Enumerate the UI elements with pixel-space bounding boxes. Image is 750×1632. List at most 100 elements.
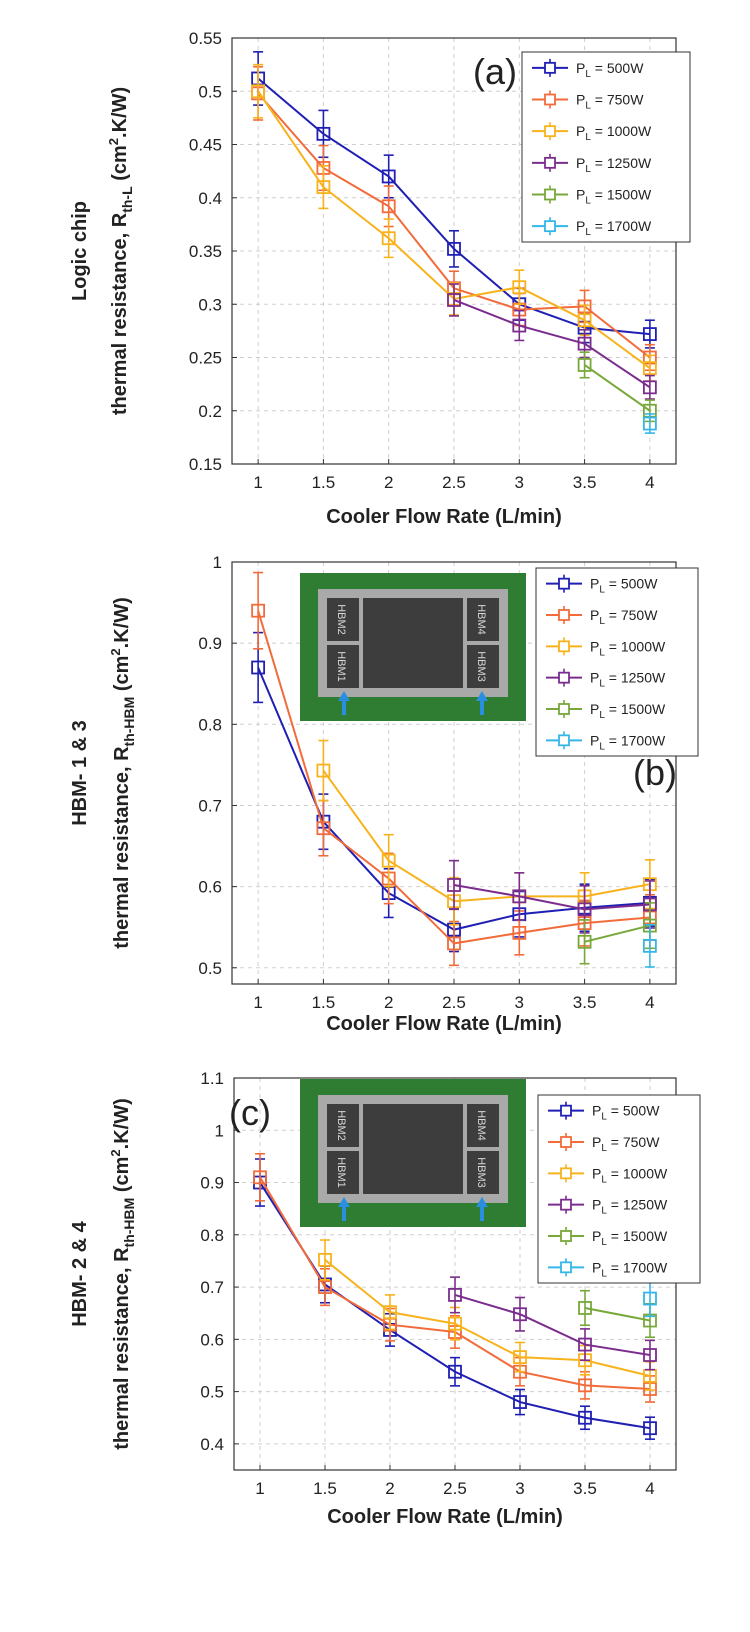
x-tick-label: 3.5	[573, 1479, 597, 1498]
text-fragment: th-HBM	[121, 1198, 137, 1248]
y-tick-label: 0.9	[198, 634, 222, 653]
text-fragment: L	[599, 616, 605, 627]
chip-inset-diagram: HBM2 HBM1 HBM4 HBM3	[300, 573, 526, 721]
text-fragment: L	[599, 647, 605, 658]
data-point-marker	[512, 280, 527, 295]
data-point-marker	[381, 199, 396, 214]
text-fragment: = 1000W	[607, 1165, 668, 1181]
text-fragment: P	[590, 701, 599, 717]
legend-box	[537, 1094, 701, 1284]
legend-label: PL = 500W	[576, 60, 644, 80]
hbm-die	[467, 645, 499, 688]
legend-entry: PL = 1000W	[546, 637, 666, 658]
text-fragment: L	[599, 585, 605, 596]
x-tick-label: 4	[645, 473, 654, 492]
x-tick-label: 2.5	[442, 473, 466, 492]
text-fragment: P	[592, 1197, 601, 1213]
data-point-marker	[513, 1395, 527, 1409]
text-fragment: P	[576, 60, 585, 76]
legend-entry: PL = 1250W	[546, 668, 666, 690]
text-fragment: L	[585, 132, 591, 143]
text-fragment: P	[592, 1103, 601, 1119]
x-tick-label: 1	[253, 473, 262, 492]
series-line	[584, 1306, 651, 1322]
legend-entry: PL = 1500W	[532, 185, 652, 207]
data-point-marker	[642, 380, 657, 395]
hbm-label: HBM3	[475, 1157, 487, 1188]
data-point-marker	[577, 313, 592, 328]
text-fragment: P	[590, 607, 599, 623]
chart-panel-2: 1 1.5 2 2.5 3 3.5 4 0.4 0.5 0.6 0.7 0.8 0.9 1 1.1 Coole…	[69, 1069, 701, 1528]
legend-entry: PL = 1700W	[532, 217, 652, 238]
y-tick-label: 0.5	[198, 959, 222, 978]
series-3	[448, 1276, 657, 1371]
y-tick-label: 1	[213, 553, 222, 572]
legend-marker	[560, 1261, 572, 1274]
series-5	[642, 923, 657, 968]
series-line	[324, 1259, 651, 1377]
data-point-marker	[381, 231, 396, 246]
legend-entry: PL = 500W	[548, 1101, 660, 1123]
x-tick-label: 3	[515, 473, 524, 492]
text-fragment: thermal resistance, R	[111, 746, 133, 949]
text-fragment: L	[601, 1174, 607, 1185]
y-tick-label: 0.6	[200, 1330, 224, 1349]
text-fragment: = 1700W	[605, 732, 666, 748]
data-point-marker	[512, 889, 527, 904]
legend-label: PL = 750W	[576, 92, 644, 112]
text-fragment: L	[585, 164, 591, 175]
legend-entry: PL = 1500W	[546, 700, 666, 721]
x-tick-label: 4	[645, 993, 654, 1012]
text-fragment: = 1000W	[605, 638, 666, 654]
hbm-die	[467, 598, 499, 641]
y-tick-label: 0.45	[189, 136, 222, 155]
y-axis-label-line2: thermal resistance, Rth-HBM (cm2.K/W)	[108, 597, 137, 949]
panel-label: (a)	[473, 51, 517, 92]
legend-entry: PL = 1000W	[532, 122, 652, 143]
y-tick-label: 0.25	[189, 349, 222, 368]
x-tick-label: 1	[255, 1479, 264, 1498]
x-tick-label: 2.5	[442, 993, 466, 1012]
hbm-label: HBM2	[335, 1110, 347, 1141]
data-point-marker	[642, 327, 657, 341]
data-point-marker	[643, 1291, 657, 1306]
y-tick-label: 0.5	[200, 1383, 224, 1402]
text-fragment: (cm	[111, 656, 133, 697]
coolant-arrow-icon	[476, 691, 488, 701]
text-fragment: L	[601, 1237, 607, 1248]
text-fragment: P	[576, 92, 585, 108]
text-fragment: thermal resistance, R	[109, 212, 131, 415]
legend-entry: PL = 750W	[546, 606, 658, 627]
legend-entry: PL = 1000W	[548, 1164, 668, 1185]
x-tick-label: 2	[384, 473, 393, 492]
legend-entry: PL = 1700W	[546, 731, 666, 752]
legend-label: PL = 1000W	[576, 123, 652, 143]
legend-label: PL = 1500W	[576, 187, 652, 207]
x-tick-label: 3.5	[573, 993, 597, 1012]
legend-label: PL = 1000W	[592, 1165, 668, 1185]
text-fragment: L	[601, 1206, 607, 1217]
x-tick-label: 3	[515, 993, 524, 1012]
legend-marker	[558, 640, 570, 653]
legend-entry: PL = 750W	[548, 1133, 660, 1154]
legend-box	[521, 51, 691, 243]
y-tick-label: 0.4	[200, 1435, 224, 1454]
legend-marker	[560, 1136, 572, 1148]
legend-entry: PL = 500W	[546, 574, 658, 596]
chip-inset-diagram: HBM2 HBM1 HBM4 HBM3	[300, 1079, 526, 1227]
y-tick-label: 0.7	[198, 796, 222, 815]
text-fragment: (cm	[109, 145, 131, 186]
data-point-marker	[642, 361, 657, 376]
x-tick-label: 3.5	[573, 473, 597, 492]
data-point-marker	[316, 126, 331, 141]
data-point-marker	[251, 660, 266, 675]
text-fragment: (cm	[111, 1157, 133, 1198]
text-fragment: .K/W)	[111, 597, 133, 648]
y-axis-label-line1: Logic chip	[69, 201, 91, 301]
text-fragment: L	[585, 69, 591, 80]
y-axis-label-line2: thermal resistance, Rth-HBM (cm2.K/W)	[108, 1098, 137, 1450]
data-point-marker	[512, 318, 527, 333]
text-fragment: L	[585, 101, 591, 112]
x-tick-label: 4	[645, 1479, 654, 1498]
